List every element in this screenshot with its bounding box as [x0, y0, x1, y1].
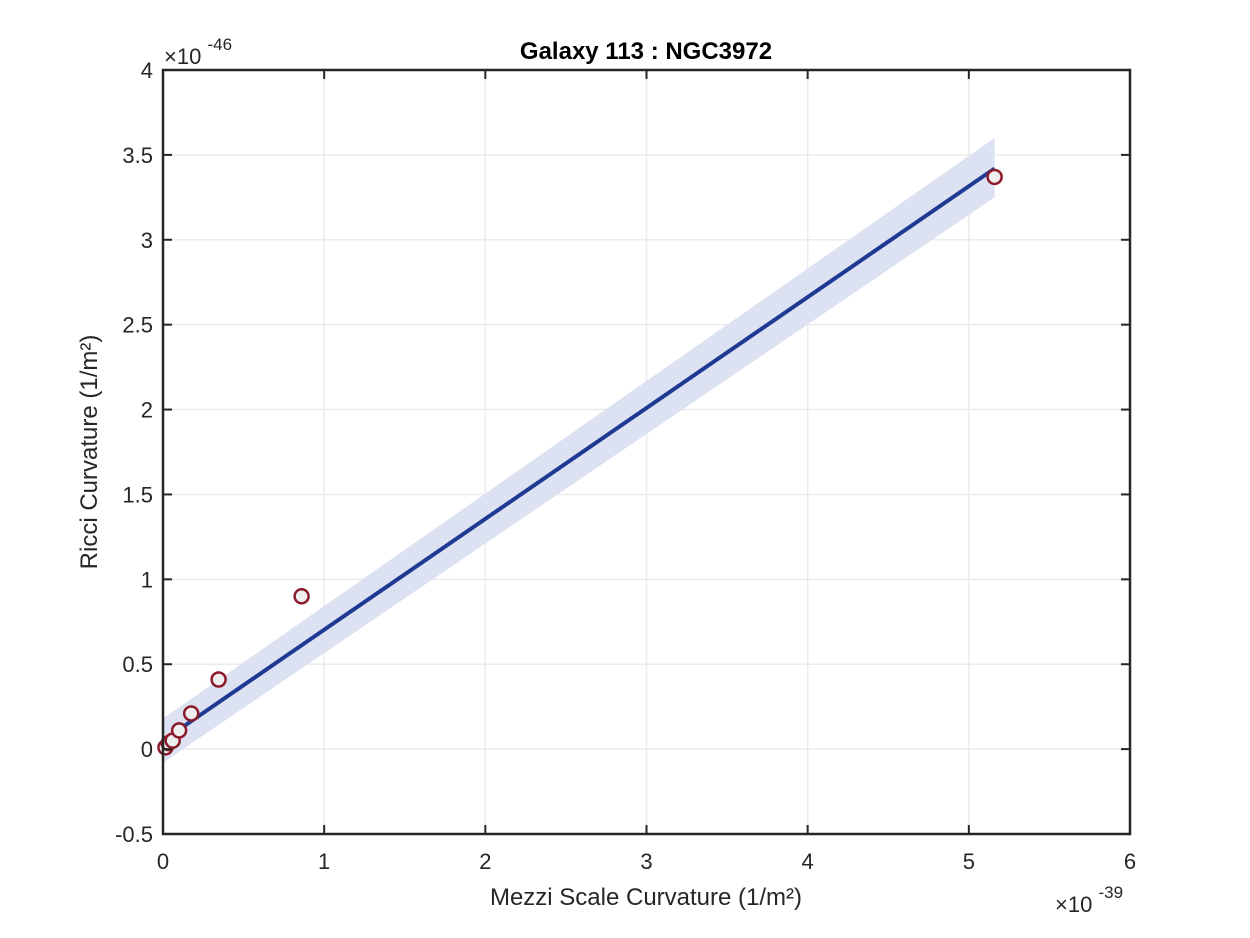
y-tick-label-9: 4	[141, 58, 153, 83]
x-tick-label-2: 2	[479, 849, 491, 874]
fit-line	[161, 166, 996, 743]
x-axis-title: Mezzi Scale Curvature (1/m²)	[490, 884, 802, 911]
fit-line-layer	[161, 166, 996, 743]
y-axis-multiplier: ×10 -46	[164, 35, 232, 69]
x-tick-label-4: 4	[802, 849, 814, 874]
y-tick-label-3: 1	[141, 567, 153, 592]
confidence-band	[163, 137, 995, 763]
y-tick-label-6: 2.5	[122, 313, 153, 338]
confidence-band-layer	[163, 137, 995, 763]
data-point-7	[986, 168, 1003, 186]
x-tick-label-1: 1	[318, 849, 330, 874]
tick-marks	[162, 69, 1131, 835]
x-multiplier-exponent: -39	[1098, 883, 1123, 902]
y-tick-label-8: 3.5	[122, 143, 153, 168]
data-point-5	[210, 671, 227, 688]
x-tick-label-5: 5	[963, 849, 975, 874]
y-tick-label-2: 0.5	[122, 652, 153, 677]
y-tick-label-0: -0.5	[115, 822, 153, 847]
y-tick-label-1: 0	[141, 737, 153, 762]
y-axis-title: Ricci Curvature (1/m²)	[76, 335, 103, 570]
y-tick-labels: -0.5 0 0.5 1 1.5 2 2.5 3 3.5 4	[115, 58, 153, 847]
y-multiplier-base: ×10	[164, 44, 201, 69]
y-tick-label-4: 1.5	[122, 482, 153, 507]
x-tick-label-6: 6	[1124, 849, 1136, 874]
x-multiplier-base: ×10	[1055, 892, 1092, 917]
data-point-3	[170, 722, 188, 739]
data-point-6	[293, 588, 310, 605]
y-multiplier-exponent: -46	[207, 35, 232, 54]
y-tick-label-7: 3	[141, 228, 153, 253]
y-tick-label-5: 2	[141, 398, 153, 423]
data-point-4	[182, 705, 200, 722]
x-tick-label-0: 0	[157, 849, 169, 874]
x-tick-labels: 0 1 2 3 4 5 6	[157, 849, 1136, 874]
x-axis-multiplier: ×10 -39	[1055, 883, 1123, 917]
chart-title: Galaxy 113 : NGC3972	[520, 38, 772, 65]
x-tick-label-3: 3	[640, 849, 652, 874]
